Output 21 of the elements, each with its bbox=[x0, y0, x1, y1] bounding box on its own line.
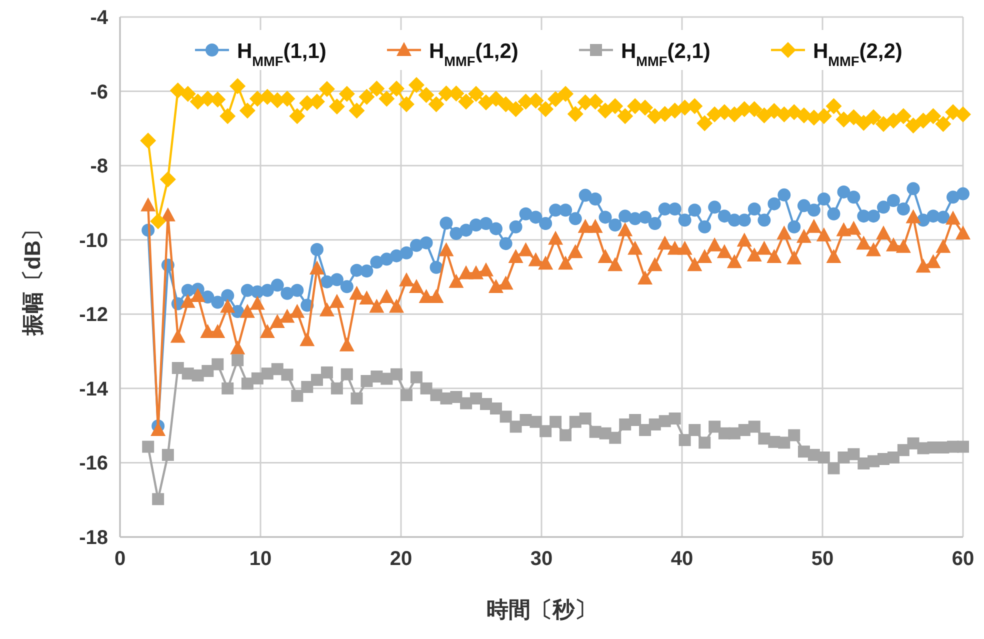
y-tick-label: -18 bbox=[79, 527, 108, 549]
x-tick-label: 30 bbox=[530, 548, 553, 570]
x-tick-label: 20 bbox=[390, 548, 412, 570]
x-tick-label: 0 bbox=[114, 548, 126, 570]
x-tick-label: 60 bbox=[952, 548, 974, 570]
y-tick-label: -4 bbox=[90, 7, 109, 29]
x-tick-label: 50 bbox=[811, 548, 834, 570]
y-tick-label: -10 bbox=[79, 230, 108, 252]
legend-label: H$_{MMF}$(1,2) bbox=[429, 40, 518, 68]
x-axis-title: 時間〔秒〕 bbox=[486, 597, 596, 622]
y-tick-label: -12 bbox=[79, 304, 108, 326]
legend-label: H$_{MMF}$(2,1) bbox=[621, 40, 710, 68]
x-tick-label: 40 bbox=[670, 548, 694, 570]
x-tick-label: 10 bbox=[249, 548, 272, 570]
legend-label: H$_{MMF}$(1,1) bbox=[237, 40, 326, 68]
y-tick-label: -16 bbox=[79, 452, 108, 475]
y-axis-title: 振幅〔dB〕 bbox=[20, 218, 45, 337]
y-tick-label: -14 bbox=[79, 378, 109, 400]
y-tick-label: -6 bbox=[90, 81, 108, 104]
y-tick-label: -8 bbox=[90, 156, 108, 178]
legend-label: H$_{MMF}$(2,2) bbox=[813, 40, 902, 68]
